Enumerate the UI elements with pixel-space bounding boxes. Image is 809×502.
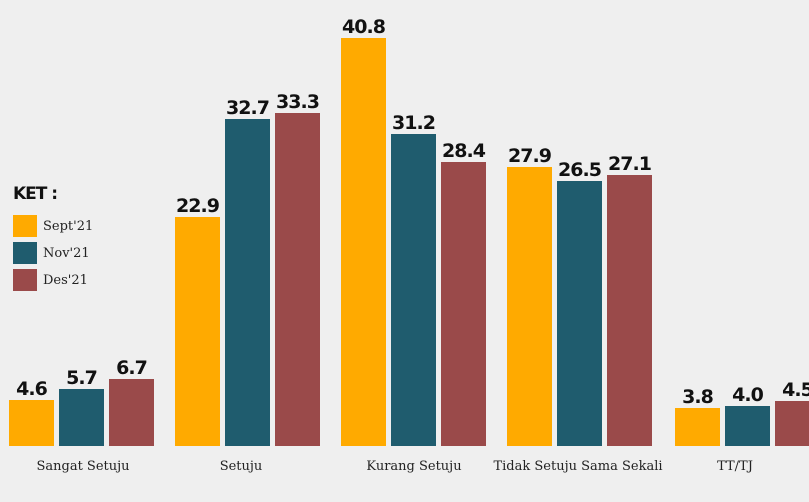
- category-label-tt-tj: TT/TJ: [717, 459, 753, 474]
- legend: KET : Sept'21 Nov'21 Des'21: [13, 184, 93, 294]
- bar-tidak-setuju-sama-sekali-sept-21: [507, 167, 552, 446]
- category-label-kurang-setuju: Kurang Setuju: [366, 459, 461, 474]
- bar-setuju-nov-21: [225, 119, 270, 446]
- value-label-tidak-setuju-sama-sekali-des-21: 27.1: [608, 153, 651, 175]
- legend-label-nov21: Nov'21: [43, 245, 90, 261]
- bar-tt-tj-sept-21: [675, 408, 720, 446]
- value-labels-layer: 4.6 5.7 6.7 22.9 32.7 33.3 40.8 31.2 28.4 27.9 26.…: [16, 16, 809, 408]
- value-label-tt-tj-sept-21: 3.8: [682, 386, 713, 408]
- bar-kurang-setuju-sept-21: [341, 38, 386, 446]
- legend-label-sept21: Sept'21: [43, 218, 94, 234]
- bar-tt-tj-nov-21: [725, 406, 770, 446]
- category-labels-layer: Sangat Setuju Setuju Kurang Setuju Tidak Se…: [36, 459, 752, 474]
- value-label-sangat-setuju-nov-21: 5.7: [66, 367, 97, 389]
- value-label-sangat-setuju-sept-21: 4.6: [16, 378, 47, 400]
- bar-tt-tj-des-21: [775, 401, 809, 446]
- category-label-sangat-setuju: Sangat Setuju: [36, 459, 129, 474]
- value-label-setuju-nov-21: 32.7: [226, 97, 269, 119]
- bar-tidak-setuju-sama-sekali-des-21: [607, 175, 652, 446]
- bar-setuju-des-21: [275, 113, 320, 446]
- bar-sangat-setuju-sept-21: [9, 400, 54, 446]
- legend-title: KET :: [13, 184, 58, 204]
- bar-sangat-setuju-des-21: [109, 379, 154, 446]
- legend-item-sept21: Sept'21: [13, 213, 93, 239]
- bar-setuju-sept-21: [175, 217, 220, 446]
- legend-label-des21: Des'21: [43, 272, 88, 288]
- bar-tidak-setuju-sama-sekali-nov-21: [557, 181, 602, 446]
- category-label-tidak-setuju-sama-sekali: Tidak Setuju Sama Sekali: [493, 459, 662, 474]
- bar-kurang-setuju-des-21: [441, 162, 486, 446]
- value-label-setuju-sept-21: 22.9: [176, 195, 219, 217]
- legend-swatch-des21: [13, 269, 37, 291]
- bar-kurang-setuju-nov-21: [391, 134, 436, 446]
- bars-layer: [9, 38, 809, 446]
- legend-swatch-nov21: [13, 242, 37, 264]
- legend-item-nov21: Nov'21: [13, 240, 93, 266]
- legend-swatch-sept21: [13, 215, 37, 237]
- value-label-kurang-setuju-nov-21: 31.2: [392, 112, 435, 134]
- category-label-setuju: Setuju: [220, 459, 263, 474]
- value-label-kurang-setuju-sept-21: 40.8: [342, 16, 386, 38]
- value-label-tt-tj-des-21: 4.5: [782, 379, 809, 401]
- value-label-sangat-setuju-des-21: 6.7: [116, 357, 147, 379]
- value-label-kurang-setuju-des-21: 28.4: [442, 140, 486, 162]
- legend-item-des21: Des'21: [13, 267, 93, 293]
- value-label-tidak-setuju-sama-sekali-nov-21: 26.5: [558, 159, 601, 181]
- value-label-tt-tj-nov-21: 4.0: [732, 384, 763, 406]
- value-label-setuju-des-21: 33.3: [276, 91, 319, 113]
- bar-sangat-setuju-nov-21: [59, 389, 104, 446]
- value-label-tidak-setuju-sama-sekali-sept-21: 27.9: [508, 145, 551, 167]
